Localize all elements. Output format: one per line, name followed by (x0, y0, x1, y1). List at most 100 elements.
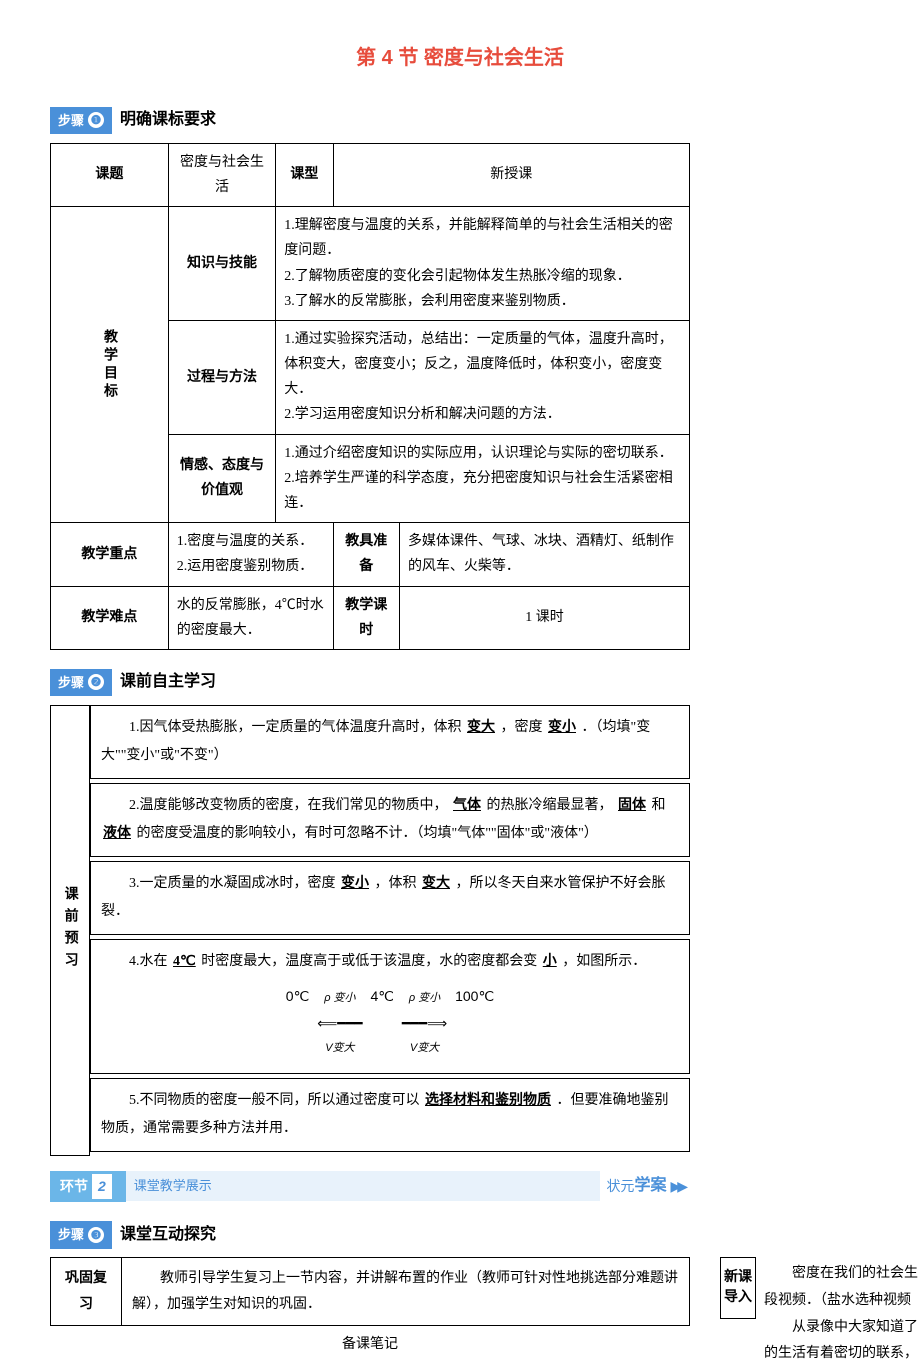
row3-content: 1.通过介绍密度知识的实际应用，认识理论与实际的密切联系． 2.培养学生严谨的科… (276, 434, 690, 523)
water-density-diagram: 0℃ ρ 变小 ⟸━━━ V变大 4℃ ρ 变小 ━━━⟹ V变大 100℃ (101, 982, 679, 1059)
brand-badge: 状元学案 ▶▶ (600, 1170, 690, 1203)
review-table: 巩固复习 教师引导学生复习上一节内容，并讲解布置的作业（教师可针对性地挑选部分难… (50, 1257, 690, 1325)
step1-header: 步骤 ❶ 明确课标要求 (50, 106, 870, 135)
lower-section: 巩固复习 教师引导学生复习上一节内容，并讲解布置的作业（教师可针对性地挑选部分难… (50, 1257, 870, 1363)
q2u1: 气体 (451, 798, 483, 813)
prestudy-q3: 3.一定质量的水凝固成冰时，密度 变小 ，体积 变大 ，所以冬天自来水管保护不好… (90, 861, 690, 935)
dia-v1: V变大 (325, 1037, 354, 1059)
review-body: 教师引导学生复习上一节内容，并讲解布置的作业（教师可针对性地挑选部分难题讲解），… (122, 1258, 690, 1325)
jiaoju-v: 多媒体课件、气球、冰块、酒精灯、纸制作的风车、火柴等． (399, 523, 689, 586)
row1-l1: 1.理解密度与温度的关系，并能解释简单的与社会生活相关的密度问题． (284, 213, 681, 263)
q3a: 3.一定质量的水凝固成冰时，密度 (129, 876, 336, 891)
keti-h: 课题 (51, 143, 169, 206)
q1b: ，密度 (501, 720, 543, 735)
q1a: 1.因气体受热膨胀，一定质量的气体温度升高时，体积 (129, 720, 462, 735)
prestudy-q5: 5.不同物质的密度一般不同，所以通过密度可以 选择材料和鉴别物质 ．但要准确地鉴… (90, 1078, 690, 1152)
dia-rho2: ρ 变小 (409, 987, 440, 1009)
stage-mid: 课堂教学展示 (126, 1171, 601, 1200)
side-l1: 密度在我们的社会生 (792, 1266, 918, 1281)
dia-arrow-left: ρ 变小 ⟸━━━ V变大 (317, 987, 362, 1059)
nandian-v: 水的反常膨胀，4℃时水的密度最大． (168, 586, 333, 649)
q3u2: 变大 (420, 876, 452, 891)
q4a: 4.水在 (129, 954, 168, 969)
brand-b: 学案 (634, 1172, 666, 1201)
dia-t0: 0℃ (286, 988, 310, 1004)
q4b: 时密度最大，温度高于或低于该温度，水的密度都会变 (201, 954, 537, 969)
step2-badge-text: 步骤 (58, 671, 84, 694)
stage-bar: 环节 2 课堂教学展示 状元学案 ▶▶ (50, 1170, 690, 1203)
step1-num: ❶ (88, 112, 104, 128)
jiaoju-h: 教具准备 (333, 523, 399, 586)
row1-h: 知识与技能 (168, 207, 276, 321)
side-l4: 的生活有着密切的联系， (764, 1346, 918, 1361)
side-h: 新课导入 (720, 1257, 756, 1318)
nandian-h: 教学难点 (51, 586, 169, 649)
step1-badge-text: 步骤 (58, 109, 84, 132)
dia-t100: 100℃ (455, 988, 494, 1004)
q5a: 5.不同物质的密度一般不同，所以通过密度可以 (129, 1093, 420, 1108)
q4u1: 4℃ (171, 954, 198, 969)
arrow-right-icon: ━━━⟹ (402, 1009, 447, 1037)
keti-v: 密度与社会生活 (168, 143, 276, 206)
lower-left: 巩固复习 教师引导学生复习上一节内容，并讲解布置的作业（教师可针对性地挑选部分难… (50, 1257, 690, 1357)
q2u2: 固体 (616, 798, 648, 813)
prestudy-q1: 1.因气体受热膨胀，一定质量的气体温度升高时，体积 变大 ，密度 变小 ．（均填… (90, 705, 690, 779)
q2d: 的密度受温度的影响较小，有时可忽略不计．（均填"气体""固体"或"液体"） (137, 826, 598, 841)
dia-rho1: ρ 变小 (324, 987, 355, 1009)
row3-l1: 1.通过介绍密度知识的实际应用，认识理论与实际的密切联系． (284, 441, 681, 466)
prestudy-label: 课前预习 (50, 705, 90, 1156)
row2-content: 1.通过实验探究活动，总结出：一定质量的气体，温度升高时，体积变大，密度变小；反… (276, 320, 690, 434)
step3-title: 课堂互动探究 (120, 1221, 216, 1250)
row1-l3: 3.了解水的反常膨胀，会利用密度来鉴别物质． (284, 289, 681, 314)
side-note: 新课导入 密度在我们的社会生 段视频．（盐水选种视频 从录像中大家知道了 的生活… (720, 1257, 920, 1363)
step3-badge-text: 步骤 (58, 1223, 84, 1246)
zhongdian-content: 1.密度与温度的关系． 2.运用密度鉴别物质． (168, 523, 333, 586)
q2u3: 液体 (101, 826, 133, 841)
mubiao-label: 教学目标 (51, 207, 169, 523)
step3-num: ❸ (88, 1227, 104, 1243)
review-h: 巩固复习 (51, 1258, 122, 1325)
prestudy-q4: 4.水在 4℃ 时密度最大，温度高于或低于该温度，水的密度都会变 小 ，如图所示… (90, 939, 690, 1074)
keshi-h: 教学课时 (333, 586, 399, 649)
q2c: 和 (652, 798, 666, 813)
side-l2: 段视频．（盐水选种视频 (764, 1293, 911, 1308)
q1u1: 变大 (465, 720, 497, 735)
zhongdian-v2: 2.运用密度鉴别物质． (177, 554, 325, 579)
side-l3: 从录像中大家知道了 (792, 1320, 918, 1335)
prestudy-section: 课前预习 1.因气体受热膨胀，一定质量的气体温度升高时，体积 变大 ，密度 变小… (50, 705, 690, 1156)
step2-num: ❷ (88, 674, 104, 690)
kexing-h: 课型 (276, 143, 333, 206)
objectives-table: 课题 密度与社会生活 课型 新授课 教学目标 知识与技能 1.理解密度与温度的关… (50, 143, 690, 650)
row2-l2: 2.学习运用密度知识分析和解决问题的方法． (284, 402, 681, 427)
triangle-icon: ▶▶ (670, 1174, 684, 1199)
q4c: ，如图所示． (562, 954, 646, 969)
keshi-v: 1 课时 (399, 586, 689, 649)
q3u1: 变小 (339, 876, 371, 891)
q5u1: 选择材料和鉴别物质 (423, 1093, 553, 1108)
prestudy-body: 1.因气体受热膨胀，一定质量的气体温度升高时，体积 变大 ，密度 变小 ．（均填… (90, 705, 690, 1156)
dia-v2: V变大 (410, 1037, 439, 1059)
stage-label: 环节 (60, 1174, 88, 1199)
row3-l2: 2.培养学生严谨的科学态度，充分把密度知识与社会生活紧密相连． (284, 466, 681, 516)
q4u2: 小 (541, 954, 559, 969)
brand-a: 状元 (606, 1174, 634, 1199)
q2a: 2.温度能够改变物质的密度，在我们常见的物质中， (129, 798, 448, 813)
stage-num: 2 (92, 1174, 112, 1199)
row3-h: 情感、态度与价值观 (168, 434, 276, 523)
q1u2: 变小 (546, 720, 578, 735)
dia-t4: 4℃ (370, 988, 394, 1004)
kexing-v: 新授课 (333, 143, 689, 206)
step3-badge: 步骤 ❸ (50, 1221, 112, 1248)
step1-badge: 步骤 ❶ (50, 107, 112, 134)
row1-content: 1.理解密度与温度的关系，并能解释简单的与社会生活相关的密度问题． 2.了解物质… (276, 207, 690, 321)
notes-label: 备课笔记 (50, 1332, 690, 1357)
row2-h: 过程与方法 (168, 320, 276, 434)
zhongdian-h: 教学重点 (51, 523, 169, 586)
zhongdian-v1: 1.密度与温度的关系． (177, 529, 325, 554)
row1-l2: 2.了解物质密度的变化会引起物体发生热胀冷缩的现象． (284, 264, 681, 289)
dia-arrow-right: ρ 变小 ━━━⟹ V变大 (402, 987, 447, 1059)
step2-title: 课前自主学习 (120, 668, 216, 697)
side-body: 密度在我们的社会生 段视频．（盐水选种视频 从录像中大家知道了 的生活有着密切的… (756, 1257, 920, 1363)
step1-title: 明确课标要求 (120, 106, 216, 135)
stage-tab: 环节 2 (50, 1171, 126, 1202)
